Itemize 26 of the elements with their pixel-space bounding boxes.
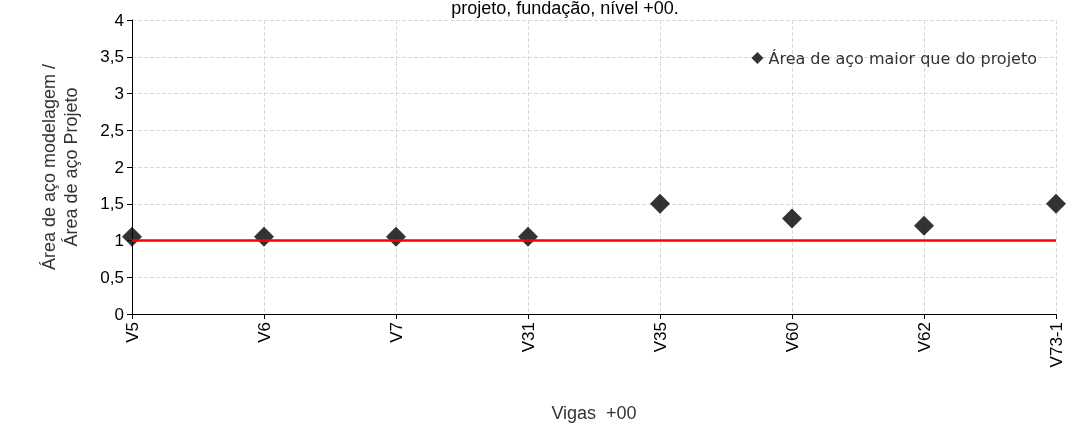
x-tick-label: V35	[650, 322, 670, 353]
y-tick-label: 1	[114, 231, 124, 250]
y-tick-label: 4	[114, 10, 124, 30]
x-tick-label: V7	[386, 322, 406, 343]
y-tick-label: 1,5	[100, 194, 124, 214]
y-tick-label: 2	[114, 157, 124, 177]
x-tick-label: V6	[254, 322, 274, 343]
point	[122, 226, 142, 247]
y-tick-label: 0	[114, 304, 124, 324]
point	[650, 193, 670, 214]
x-tick-label: V73-1	[1046, 322, 1066, 368]
point	[782, 208, 802, 229]
x-axis-title: Vigas +00	[551, 403, 637, 423]
y-axis-title: Área de aço modelagem / Área de aço Projeto	[39, 63, 81, 271]
y-tick-label: 3	[114, 84, 124, 103]
x-tick-label: V31	[518, 322, 538, 353]
point	[914, 215, 934, 236]
point	[1046, 193, 1066, 214]
chart-title: projeto, fundação, nível +00.	[451, 0, 679, 18]
legend-label: Área de aço maior que do projeto	[768, 48, 1038, 68]
y-tick-label: 3,5	[100, 47, 124, 67]
x-tick-label: V62	[914, 322, 934, 353]
y-tick-label: 2,5	[100, 120, 124, 140]
x-tick-label: V60	[782, 322, 802, 353]
y-tick-label: 0,5	[100, 267, 124, 287]
x-tick-label: V5	[122, 322, 142, 343]
